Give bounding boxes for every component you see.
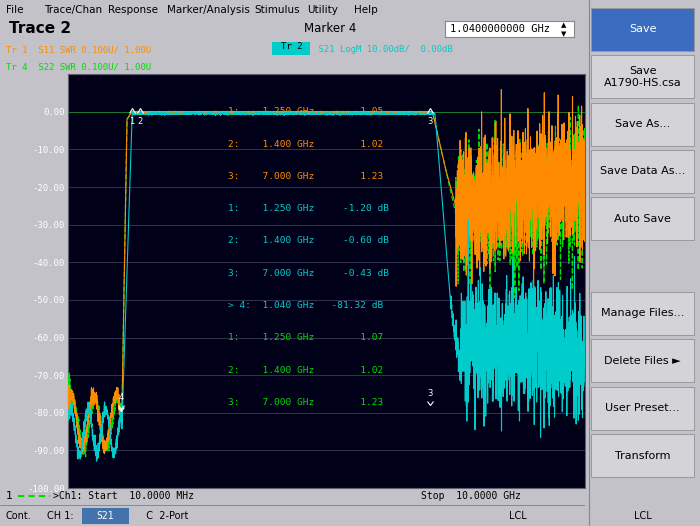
Bar [591, 8, 694, 51]
Bar [272, 43, 310, 55]
Text: Marker/Analysis: Marker/Analysis [167, 5, 250, 15]
Text: C  2-Port: C 2-Port [141, 511, 189, 521]
Text: Response: Response [108, 5, 158, 15]
Text: S21 LogM 10.00dB/  0.00dB: S21 LogM 10.00dB/ 0.00dB [313, 45, 453, 54]
Text: 1:    1.250 GHz     -1.20 dB: 1: 1.250 GHz -1.20 dB [228, 204, 389, 213]
Text: 3: 3 [427, 389, 433, 398]
Bar [591, 55, 694, 98]
Bar [591, 103, 694, 146]
Bar [82, 508, 129, 524]
Text: > 4:  1.040 GHz   -81.32 dB: > 4: 1.040 GHz -81.32 dB [228, 301, 384, 310]
Text: 1:    1.250 GHz        1.05: 1: 1.250 GHz 1.05 [228, 107, 384, 116]
Text: Save: Save [629, 24, 657, 35]
Text: Cont.: Cont. [6, 511, 32, 521]
Text: LCL: LCL [509, 511, 527, 521]
Text: Marker 4: Marker 4 [304, 23, 357, 35]
Text: Help: Help [354, 5, 378, 15]
Bar [591, 339, 694, 382]
Text: Tr 4  S22 SWR 0.100U/ 1.00U: Tr 4 S22 SWR 0.100U/ 1.00U [6, 62, 151, 71]
Text: Save As...: Save As... [615, 119, 670, 129]
Text: CH 1:: CH 1: [47, 511, 74, 521]
Bar [591, 197, 694, 240]
Text: >Ch1: Start  10.0000 MHz: >Ch1: Start 10.0000 MHz [52, 491, 194, 501]
Text: 1: 1 [130, 117, 134, 126]
Text: 1:    1.250 GHz        1.07: 1: 1.250 GHz 1.07 [228, 333, 384, 342]
Text: 4: 4 [118, 392, 124, 401]
Text: Save Data As...: Save Data As... [600, 166, 685, 177]
Text: Tr 1  S11 SWR 0.100U/ 1.00U: Tr 1 S11 SWR 0.100U/ 1.00U [6, 45, 151, 54]
Text: Utility: Utility [307, 5, 338, 15]
Text: Auto Save: Auto Save [614, 214, 671, 224]
Text: File: File [6, 5, 23, 15]
Text: 2:    1.400 GHz        1.02: 2: 1.400 GHz 1.02 [228, 139, 384, 148]
Text: 2:    1.400 GHz     -0.60 dB: 2: 1.400 GHz -0.60 dB [228, 237, 389, 246]
Text: ▼: ▼ [561, 31, 566, 37]
Text: Manage Files...: Manage Files... [601, 308, 685, 319]
Text: Stop  10.0000 GHz: Stop 10.0000 GHz [421, 491, 522, 501]
Text: Delete Files ►: Delete Files ► [604, 356, 681, 366]
Text: 3:    7.000 GHz     -0.43 dB: 3: 7.000 GHz -0.43 dB [228, 269, 389, 278]
Text: S21: S21 [97, 511, 114, 521]
Bar [591, 387, 694, 430]
Text: Trace/Chan: Trace/Chan [44, 5, 102, 15]
Text: Save
A1790-HS.csa: Save A1790-HS.csa [603, 66, 682, 88]
Text: 1.0400000000 GHz: 1.0400000000 GHz [449, 24, 550, 34]
Text: ▲: ▲ [561, 23, 566, 28]
Text: Transform: Transform [615, 450, 671, 461]
Text: Tr 2: Tr 2 [281, 43, 302, 52]
Text: 2: 2 [137, 117, 143, 126]
Text: Stimulus: Stimulus [255, 5, 300, 15]
Bar [591, 150, 694, 193]
Text: 3:    7.000 GHz        1.23: 3: 7.000 GHz 1.23 [228, 172, 384, 181]
Text: 2:    1.400 GHz        1.02: 2: 1.400 GHz 1.02 [228, 366, 384, 375]
Text: User Preset...: User Preset... [606, 403, 680, 413]
Text: LCL: LCL [634, 511, 652, 521]
Text: 3:    7.000 GHz        1.23: 3: 7.000 GHz 1.23 [228, 398, 384, 407]
Bar [591, 292, 694, 335]
Text: 3: 3 [427, 117, 433, 126]
Bar [591, 434, 694, 477]
Text: Trace 2: Trace 2 [9, 22, 71, 36]
Text: 1: 1 [6, 491, 13, 501]
